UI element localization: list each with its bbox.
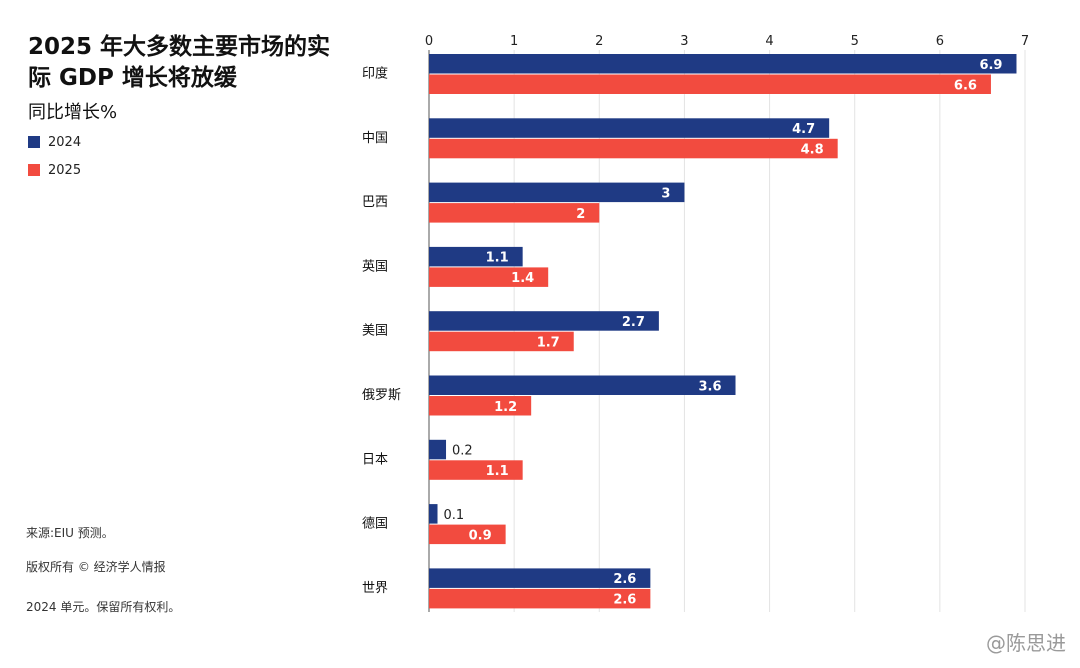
category-label: 巴西 bbox=[362, 195, 388, 210]
bar-2025 bbox=[429, 74, 991, 94]
x-tick-label: 2 bbox=[595, 34, 603, 49]
data-label: 0.2 bbox=[452, 444, 473, 459]
bar-2024 bbox=[429, 568, 651, 588]
legend-label-2024: 2024 bbox=[48, 134, 82, 150]
data-label: 3 bbox=[661, 186, 670, 201]
legend-item-2025: 2025 bbox=[28, 156, 81, 184]
x-tick-label: 0 bbox=[425, 34, 433, 49]
bar-2024 bbox=[429, 118, 830, 138]
bar-2025 bbox=[429, 138, 838, 159]
category-label: 英国 bbox=[362, 259, 388, 274]
data-label: 2 bbox=[576, 207, 585, 222]
data-label: 1.2 bbox=[494, 400, 517, 415]
legend: 2024 2025 bbox=[28, 128, 81, 184]
data-label: 1.7 bbox=[537, 335, 560, 350]
legend-swatch-2024 bbox=[28, 136, 40, 148]
bar-2024 bbox=[429, 246, 523, 267]
chart-subtitle: 同比增长% bbox=[28, 102, 118, 123]
category-label: 中国 bbox=[362, 131, 388, 146]
legend-label-2025: 2025 bbox=[48, 162, 82, 178]
data-label: 2.7 bbox=[622, 315, 645, 330]
bar-2025 bbox=[429, 203, 600, 223]
x-tick-label: 3 bbox=[680, 34, 688, 49]
data-label: 6.9 bbox=[979, 58, 1002, 73]
category-label: 世界 bbox=[362, 581, 388, 596]
category-label: 德国 bbox=[362, 517, 388, 532]
category-label: 日本 bbox=[362, 452, 388, 467]
bar-2025 bbox=[429, 588, 651, 609]
x-tick-label: 5 bbox=[851, 34, 859, 49]
data-label: 0.9 bbox=[469, 528, 492, 543]
source-note: 来源:EIU 预测。 bbox=[26, 526, 114, 540]
chart-title: 2025 年大多数主要市场的实际 GDP 增长将放缓 bbox=[28, 34, 331, 91]
bar-2024 bbox=[429, 54, 1017, 74]
bar-2024 bbox=[429, 182, 685, 203]
data-label: 1.4 bbox=[511, 271, 534, 286]
bar-2025 bbox=[429, 267, 549, 287]
category-label: 俄罗斯 bbox=[362, 388, 401, 403]
data-label: 2.6 bbox=[613, 593, 636, 608]
bar-2025 bbox=[429, 396, 532, 416]
data-label: 6.6 bbox=[954, 78, 977, 93]
bar-2025 bbox=[429, 460, 523, 480]
legend-swatch-2025 bbox=[28, 164, 40, 176]
x-tick-label: 4 bbox=[765, 34, 773, 49]
rights-note: 2024 单元。保留所有权利。 bbox=[26, 600, 181, 614]
data-label: 3.6 bbox=[698, 379, 721, 394]
data-label: 0.1 bbox=[444, 508, 465, 523]
bar-2024 bbox=[429, 311, 659, 331]
data-label: 1.1 bbox=[486, 464, 509, 479]
copyright-note: 版权所有 © 经济学人情报 bbox=[26, 560, 166, 574]
category-label: 印度 bbox=[362, 66, 388, 82]
bar-2025 bbox=[429, 331, 574, 352]
bar-2025 bbox=[429, 524, 506, 545]
x-tick-label: 7 bbox=[1021, 34, 1029, 49]
data-label: 4.7 bbox=[792, 122, 815, 137]
bar-2024 bbox=[429, 439, 447, 460]
x-tick-label: 6 bbox=[936, 34, 944, 49]
category-label: 美国 bbox=[362, 324, 388, 339]
legend-item-2024: 2024 bbox=[28, 128, 81, 156]
data-label: 1.1 bbox=[486, 251, 509, 266]
x-tick-label: 1 bbox=[510, 34, 518, 49]
bar-2024 bbox=[429, 375, 736, 395]
data-label: 4.8 bbox=[801, 143, 824, 158]
data-label: 2.6 bbox=[613, 572, 636, 587]
bar-2024 bbox=[429, 504, 438, 524]
watermark: @陈思进 bbox=[986, 631, 1066, 655]
